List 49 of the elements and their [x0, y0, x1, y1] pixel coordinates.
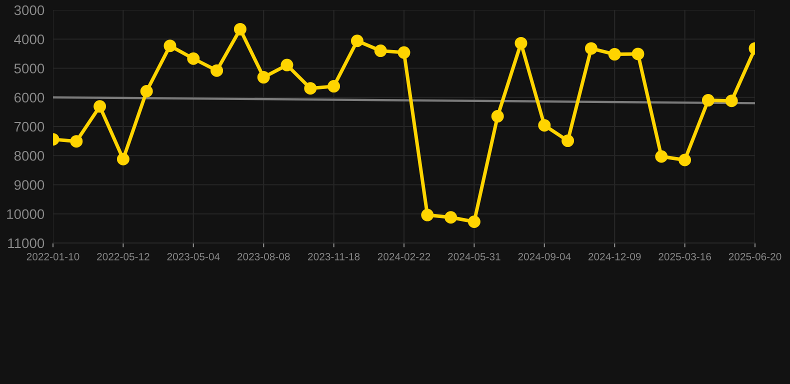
x-tick-label: 2023-11-18 — [308, 252, 360, 260]
y-tick-label: 4000 — [14, 34, 44, 44]
x-tick-label: 2023-08-08 — [237, 252, 290, 260]
x-tick-label: 2022-05-12 — [97, 252, 150, 260]
point — [725, 94, 738, 108]
point — [164, 40, 176, 52]
point — [584, 42, 598, 55]
y-tick-label: 5000 — [14, 64, 44, 74]
point — [350, 34, 364, 48]
x-tick-label: 2024-09-04 — [518, 252, 571, 260]
point — [421, 208, 434, 222]
point — [374, 44, 387, 58]
point — [491, 110, 504, 123]
point — [398, 46, 410, 59]
point — [210, 64, 224, 77]
x-tick-label: 2023-05-04 — [167, 252, 220, 260]
x-tick-label: 2024-05-31 — [448, 252, 500, 260]
y-tick-label: 10000 — [7, 209, 44, 220]
y-tick-label: 8000 — [14, 150, 44, 161]
point — [140, 85, 153, 98]
point — [562, 134, 574, 148]
point — [70, 135, 83, 148]
point — [632, 48, 644, 60]
point — [514, 36, 528, 50]
y-tick-label: 6000 — [14, 92, 44, 103]
point — [538, 119, 551, 132]
y-tick-label: 7000 — [14, 122, 44, 132]
point — [655, 150, 668, 163]
point — [608, 48, 621, 61]
x-tick-label: 2022-01-10 — [26, 252, 80, 260]
y-tick-label: 3000 — [14, 5, 44, 16]
point — [234, 22, 246, 36]
point — [678, 154, 692, 166]
point — [468, 215, 480, 228]
point — [116, 152, 130, 166]
point — [187, 52, 200, 65]
point — [304, 82, 317, 95]
x-tick-label: 2024-02-22 — [378, 252, 430, 260]
y-tick-label: 9000 — [14, 180, 44, 190]
x-tick-label: 2024-12-09 — [588, 252, 641, 260]
point — [328, 80, 340, 93]
x-tick-label: 2025-06-20 — [728, 252, 782, 260]
point — [280, 58, 294, 72]
x-tick-label: 2025-03-16 — [658, 252, 711, 260]
point — [94, 100, 106, 113]
y-tick-label: 11000 — [8, 238, 44, 248]
point — [702, 94, 714, 107]
point — [444, 211, 458, 224]
point — [257, 71, 270, 84]
